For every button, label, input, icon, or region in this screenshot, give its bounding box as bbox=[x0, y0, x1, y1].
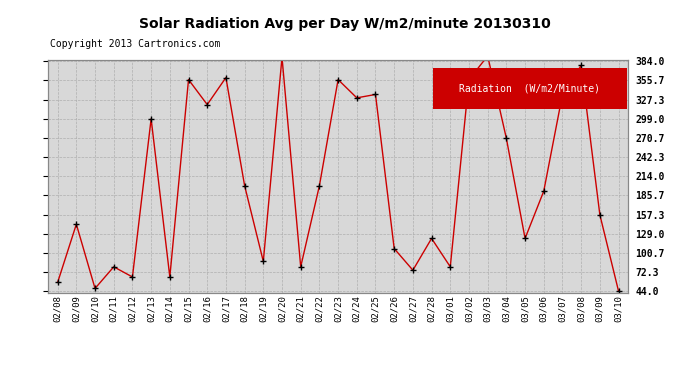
Text: Copyright 2013 Cartronics.com: Copyright 2013 Cartronics.com bbox=[50, 39, 220, 50]
Text: Solar Radiation Avg per Day W/m2/minute 20130310: Solar Radiation Avg per Day W/m2/minute … bbox=[139, 17, 551, 31]
Text: Radiation  (W/m2/Minute): Radiation (W/m2/Minute) bbox=[460, 83, 600, 93]
